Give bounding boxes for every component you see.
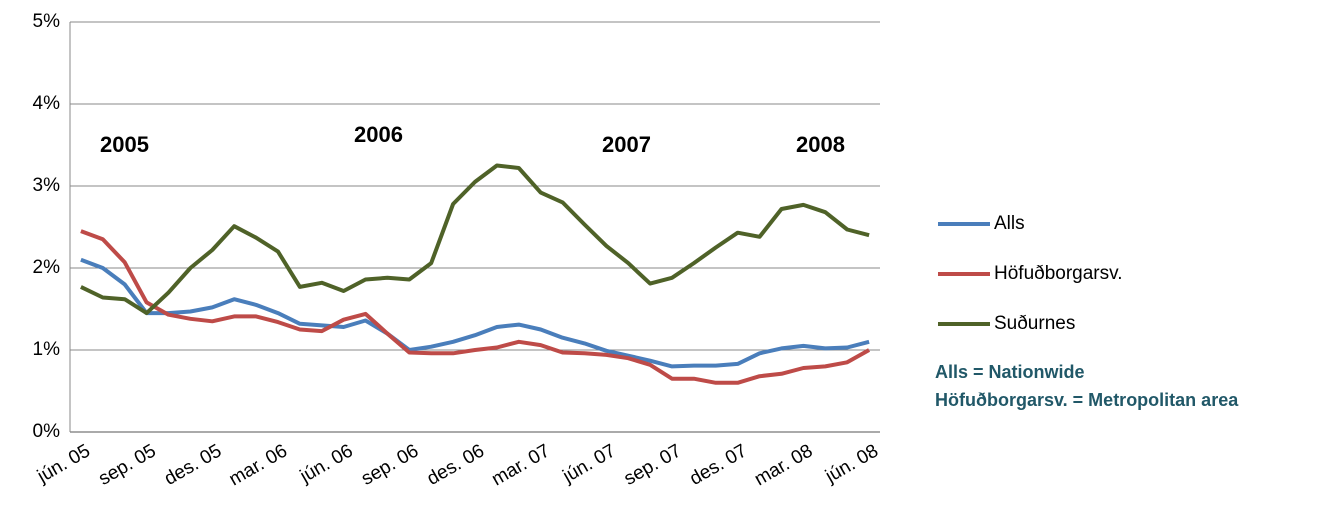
series-line [80,163,870,316]
legend-label: Höfuðborgarsv. [994,263,1123,284]
y-tick-label: 5% [33,11,61,32]
x-tick-label: sep. 06 [358,440,422,489]
y-tick-label: 2% [33,257,61,278]
x-tick-label: des. 07 [686,440,750,489]
x-tick-label: mar. 07 [488,440,553,490]
x-tick-label: jún. 07 [559,440,620,487]
x-tick-label: jún. 05 [33,440,94,487]
y-tick-label: 4% [33,93,61,114]
x-tick-label: mar. 08 [751,440,816,490]
x-tick-label: des. 06 [424,440,488,489]
note: Alls = Nationwide [935,362,1085,382]
series-line [80,229,871,385]
series-line [80,257,870,369]
y-tick-label: 3% [33,175,61,196]
year-annotation: 2007 [602,132,651,157]
y-tick-label: 1% [33,339,61,360]
legend-label: Suðurnes [994,313,1075,334]
year-annotation: 2005 [100,132,149,157]
legend-label: Alls [994,213,1025,234]
x-tick-label: jún. 06 [296,440,357,487]
x-tick-label: sep. 05 [95,440,159,489]
year-annotation: 2008 [796,132,845,157]
year-annotation: 2006 [354,122,403,147]
x-tick-label: des. 05 [161,440,225,489]
note: Höfuðborgarsv. = Metropolitan area [935,390,1239,410]
x-tick-label: sep. 07 [621,440,685,489]
x-tick-label: jún. 08 [821,440,882,487]
y-tick-label: 0% [33,421,61,442]
x-tick-label: mar. 06 [226,440,291,490]
